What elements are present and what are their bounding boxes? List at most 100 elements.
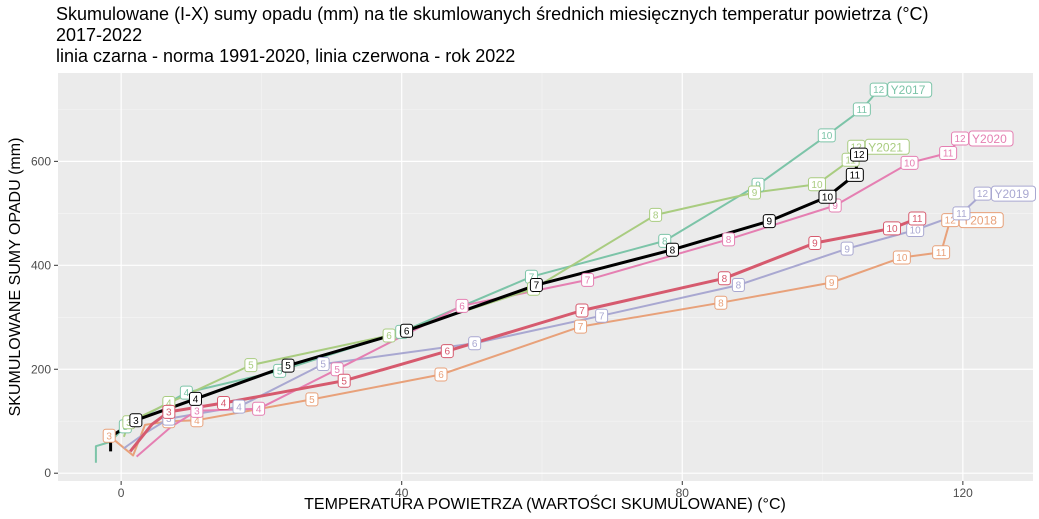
month-label-box [717, 271, 731, 286]
month-label-text: 5 [285, 361, 291, 372]
month-label: 3 [129, 413, 143, 428]
month-label: 9 [808, 235, 822, 250]
month-label: 10 [818, 189, 837, 204]
month-label-text: 5 [277, 366, 283, 377]
month-label-box [892, 250, 911, 265]
month-label-box [952, 206, 971, 221]
month-label-text: 3 [126, 418, 132, 429]
month-label: 4 [188, 391, 202, 406]
month-label-text: 3 [194, 406, 200, 417]
month-label-text: 11 [956, 209, 967, 220]
month-label-box [305, 392, 319, 407]
month-label-box [845, 167, 864, 182]
month-label-text: 11 [943, 149, 954, 160]
month-label: 5 [244, 358, 258, 373]
month-label-box [840, 241, 854, 256]
month-label-box [932, 245, 951, 260]
month-label-box [102, 428, 116, 443]
month-label-text: 4 [184, 388, 190, 399]
x-axis-label: TEMPERATURA POWIETRZA (WARTOŚCI SKUMULOW… [304, 494, 786, 513]
month-label-text: 7 [599, 311, 605, 322]
month-label-text: 3 [166, 407, 172, 418]
month-label-text: 8 [718, 298, 724, 309]
month-label-box [440, 344, 454, 359]
month-label: 4 [252, 401, 266, 416]
month-label: 10 [892, 250, 911, 265]
month-label-text: 7 [534, 281, 540, 292]
month-label-text: 12 [853, 150, 865, 161]
month-label: 8 [649, 207, 663, 222]
month-label-text: 11 [845, 155, 856, 166]
month-label-text: 8 [653, 210, 659, 221]
month-label-box [162, 404, 176, 419]
month-label-text: 10 [904, 159, 916, 170]
month-label-box [574, 319, 588, 334]
month-label: 7 [595, 308, 609, 323]
month-label-box [581, 272, 595, 287]
month-label-box [817, 128, 836, 143]
month-label-text: 3 [106, 431, 112, 442]
month-label-box [232, 399, 246, 414]
month-label: 12 [869, 82, 888, 97]
month-label-text: 8 [662, 236, 668, 247]
month-label-box [908, 211, 927, 226]
month-label: 6 [382, 328, 396, 343]
title-line-2: 2017-2022 [56, 25, 143, 45]
month-label-text: 4 [236, 402, 242, 413]
month-label-box [883, 221, 902, 236]
month-label-text: 12 [954, 134, 966, 145]
month-label-text: 8 [722, 274, 728, 285]
month-label: 7 [529, 278, 543, 293]
month-label-text: 4 [256, 404, 262, 415]
month-label: 6 [400, 323, 414, 338]
month-label-text: 3 [133, 416, 139, 427]
month-label-box [825, 275, 839, 290]
month-label-text: 4 [193, 394, 199, 405]
month-label: 5 [281, 358, 295, 373]
y-tick-label: 600 [31, 154, 51, 168]
axis-ticks: 0 40 80 120 0 200 400 600 [31, 154, 973, 500]
month-label-box [281, 358, 295, 373]
month-label: 8 [717, 271, 731, 286]
month-label: 10 [807, 177, 826, 192]
month-label-box [731, 278, 745, 293]
month-label: 5 [305, 392, 319, 407]
month-label-box [529, 278, 543, 293]
month-label: 12 [973, 186, 992, 201]
month-label-text: 12 [873, 85, 885, 96]
month-label-box [818, 189, 837, 204]
month-label-box [748, 185, 762, 200]
month-label: 4 [232, 399, 246, 414]
month-label: 9 [762, 214, 776, 229]
month-label-text: 6 [445, 347, 451, 358]
month-label-box [939, 146, 958, 161]
month-label: 3 [162, 404, 176, 419]
month-label-box [714, 295, 728, 310]
month-label-text: 12 [977, 189, 989, 200]
month-label-text: 10 [821, 131, 833, 142]
series-labels: 3456789101112Y201733456789101112Y2018345… [102, 81, 1036, 443]
series-end-label-box [887, 81, 933, 98]
series-end-label-text: Y2019 [994, 187, 1029, 201]
month-label: 6 [434, 367, 448, 382]
series-end-label-text: Y2020 [972, 132, 1007, 146]
month-label-text: 4 [194, 416, 200, 427]
series-end-label-box [968, 130, 1014, 147]
month-label-text: 6 [459, 301, 465, 312]
month-label-box [850, 147, 869, 162]
month-label: 11 [845, 167, 864, 182]
month-label: 5 [316, 357, 330, 372]
x-tick-label: 40 [395, 486, 409, 500]
month-label-box [808, 235, 822, 250]
month-label: 4 [217, 396, 231, 411]
month-label: 6 [455, 298, 469, 313]
month-label-box [129, 413, 143, 428]
month-label-text: 6 [438, 370, 444, 381]
month-label-box [244, 358, 258, 373]
month-label: 11 [908, 211, 927, 226]
series-end-label: Y2021 [864, 138, 910, 155]
month-label: 11 [852, 102, 871, 117]
month-label: 11 [939, 146, 958, 161]
month-label-text: 6 [472, 339, 478, 350]
month-label-text: 5 [320, 360, 326, 371]
